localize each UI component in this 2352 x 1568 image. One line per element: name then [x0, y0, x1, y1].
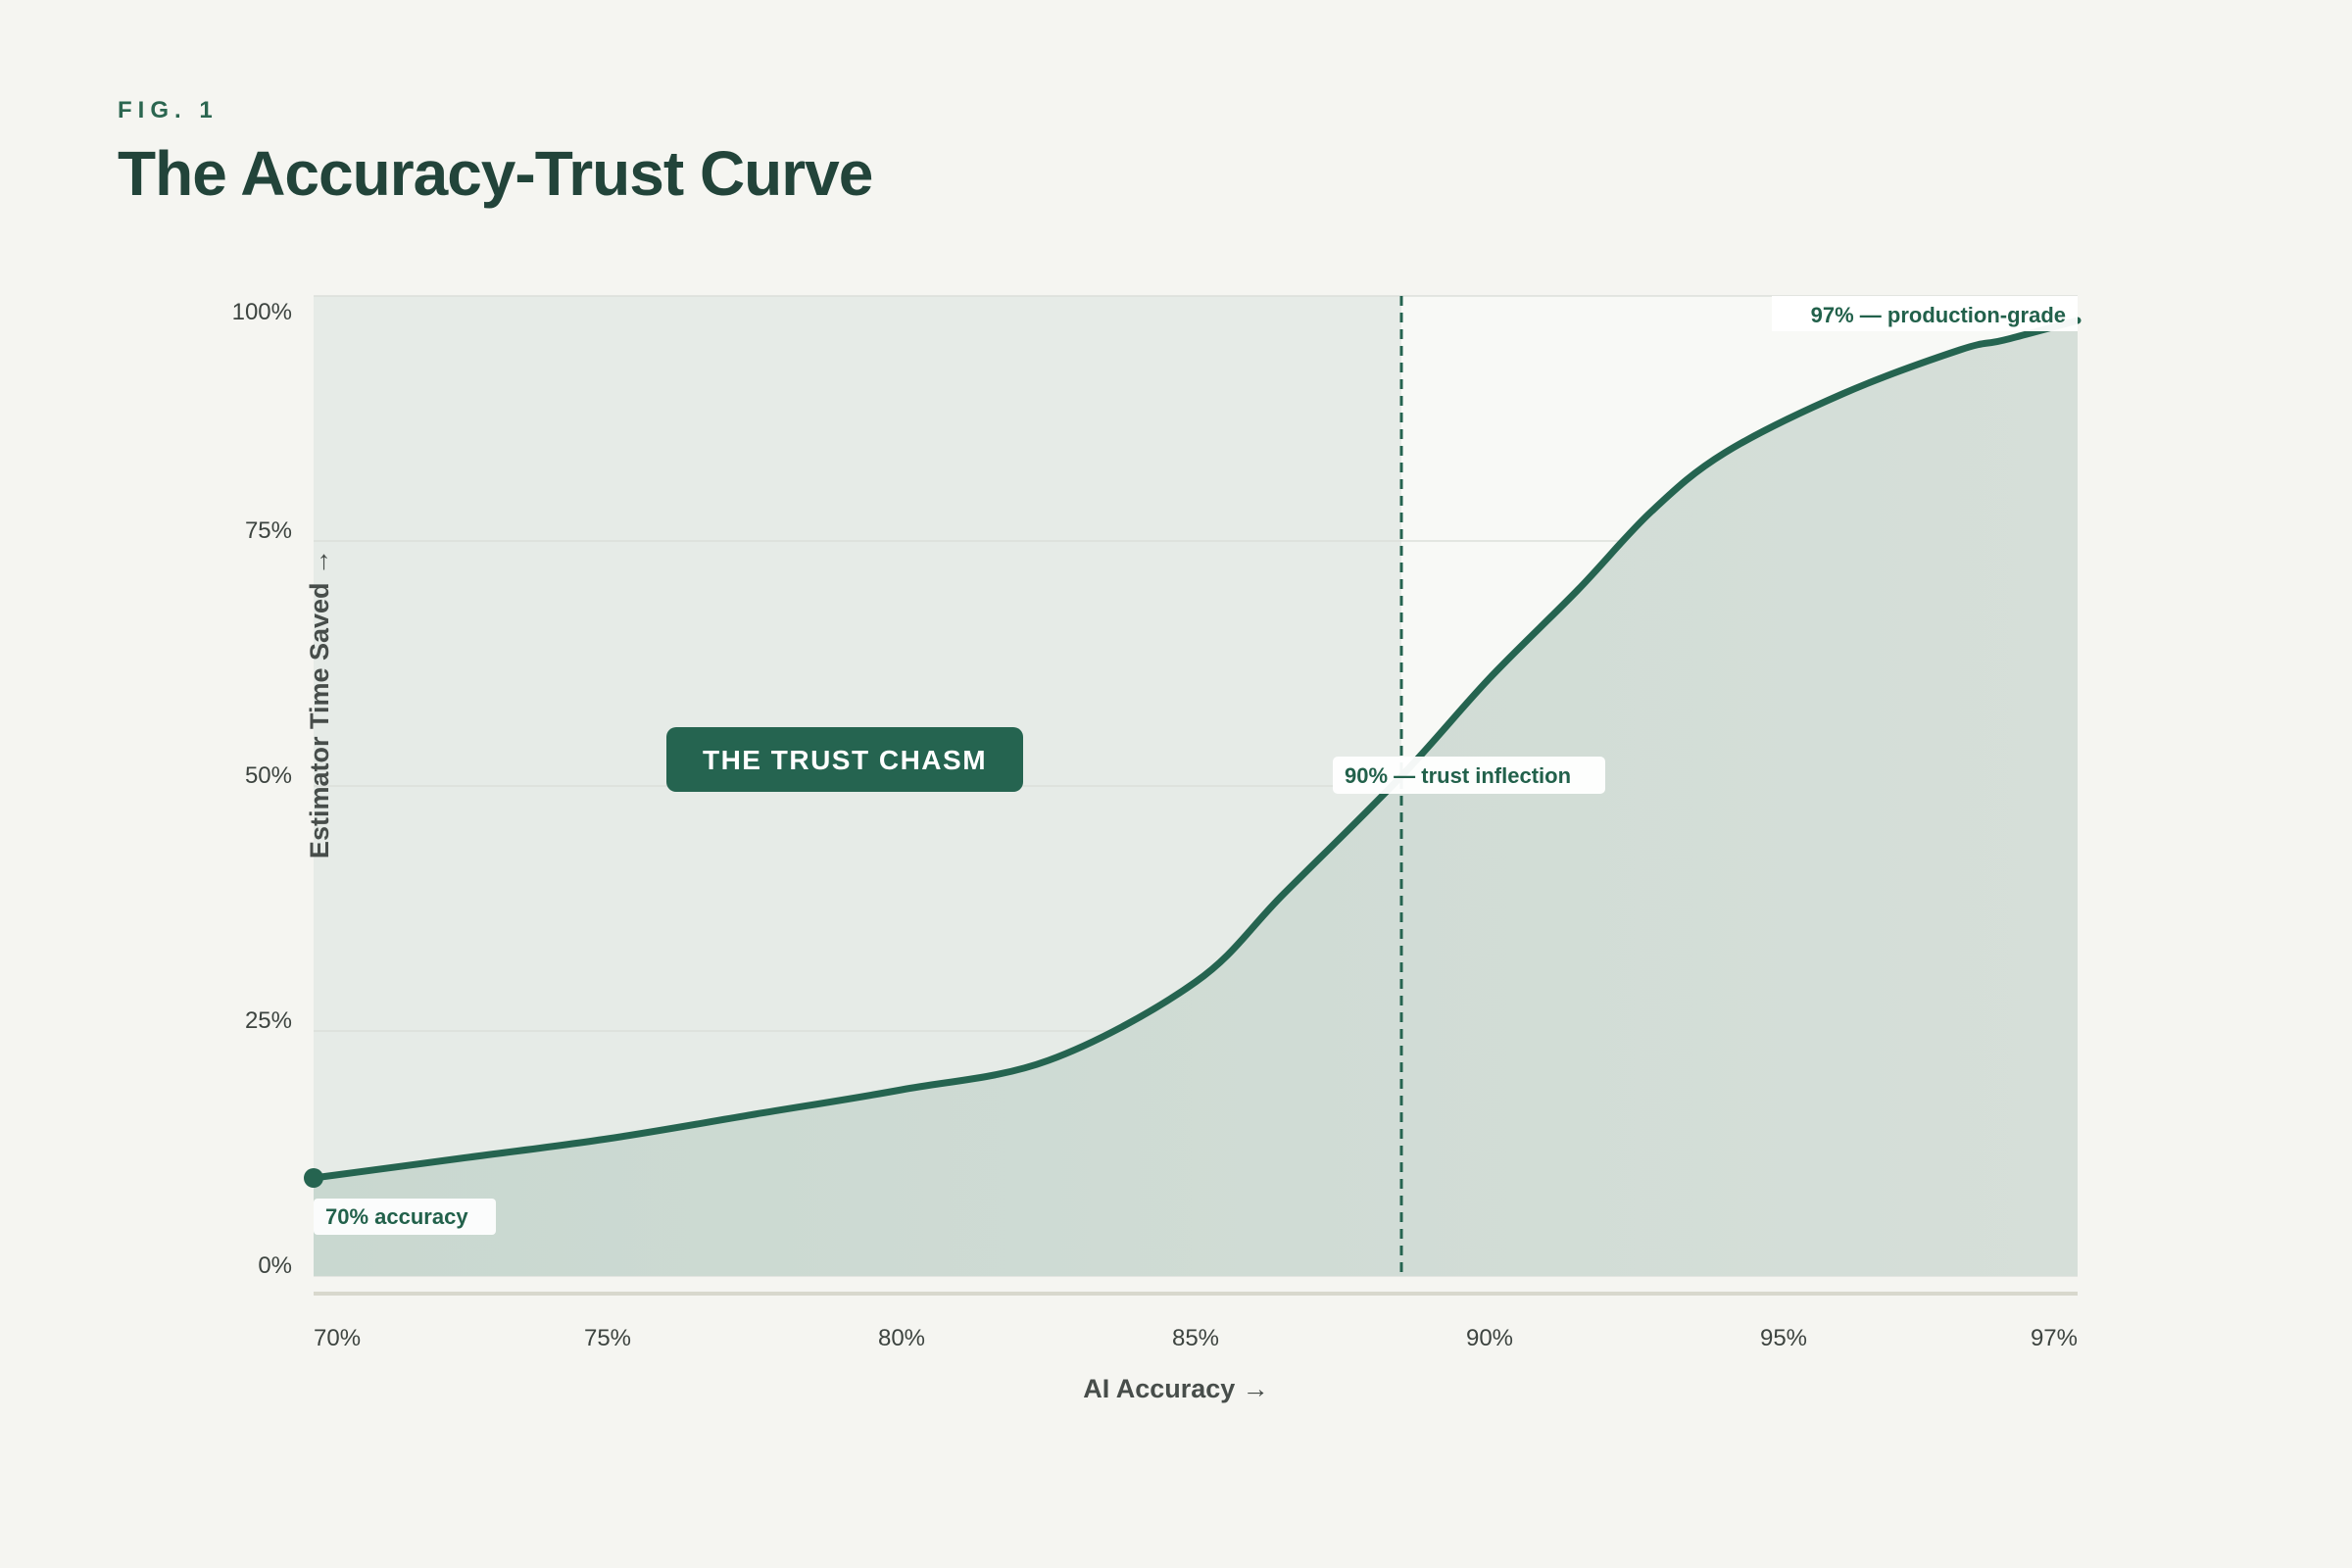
x-tick-label: 70%: [314, 1325, 361, 1351]
series-line: [310, 317, 2082, 1182]
annotation-production: 97% — production-grade: [1811, 303, 2066, 327]
x-tick-label: 85%: [1172, 1325, 1219, 1351]
x-axis-title: AI Accuracy →: [1083, 1374, 1269, 1403]
x-tick-label: 75%: [584, 1325, 631, 1351]
start-point-marker: [304, 1168, 323, 1188]
annotation-box: [314, 1199, 496, 1235]
x-tick-label: 97%: [2031, 1325, 2078, 1351]
y-tick-label: 25%: [245, 1007, 292, 1034]
annotation-box: [1333, 757, 1605, 794]
y-tick-label: 0%: [258, 1252, 292, 1279]
annotation-inflection: 90% — trust inflection: [1345, 763, 1571, 788]
chart-title: The Accuracy-Trust Curve: [118, 138, 873, 209]
figure-label: FIG. 1: [118, 97, 219, 123]
area-fill: [314, 320, 2078, 1276]
y-axis-title: Estimator Time Saved →: [305, 549, 334, 858]
annotation-box: [1772, 296, 2078, 331]
trust-chasm-label: THE TRUST CHASM: [703, 745, 987, 775]
annotation-start: 70% accuracy: [325, 1204, 468, 1229]
x-tick-label: 95%: [1760, 1325, 1807, 1351]
y-tick-label: 100%: [232, 299, 292, 325]
x-tick-label: 80%: [878, 1325, 925, 1351]
x-axis-baseline: [314, 1292, 2078, 1296]
y-tick-label: 50%: [245, 762, 292, 789]
trust-chasm-badge: [666, 727, 1023, 792]
x-tick-label: 90%: [1466, 1325, 1513, 1351]
y-tick-label: 75%: [245, 517, 292, 544]
